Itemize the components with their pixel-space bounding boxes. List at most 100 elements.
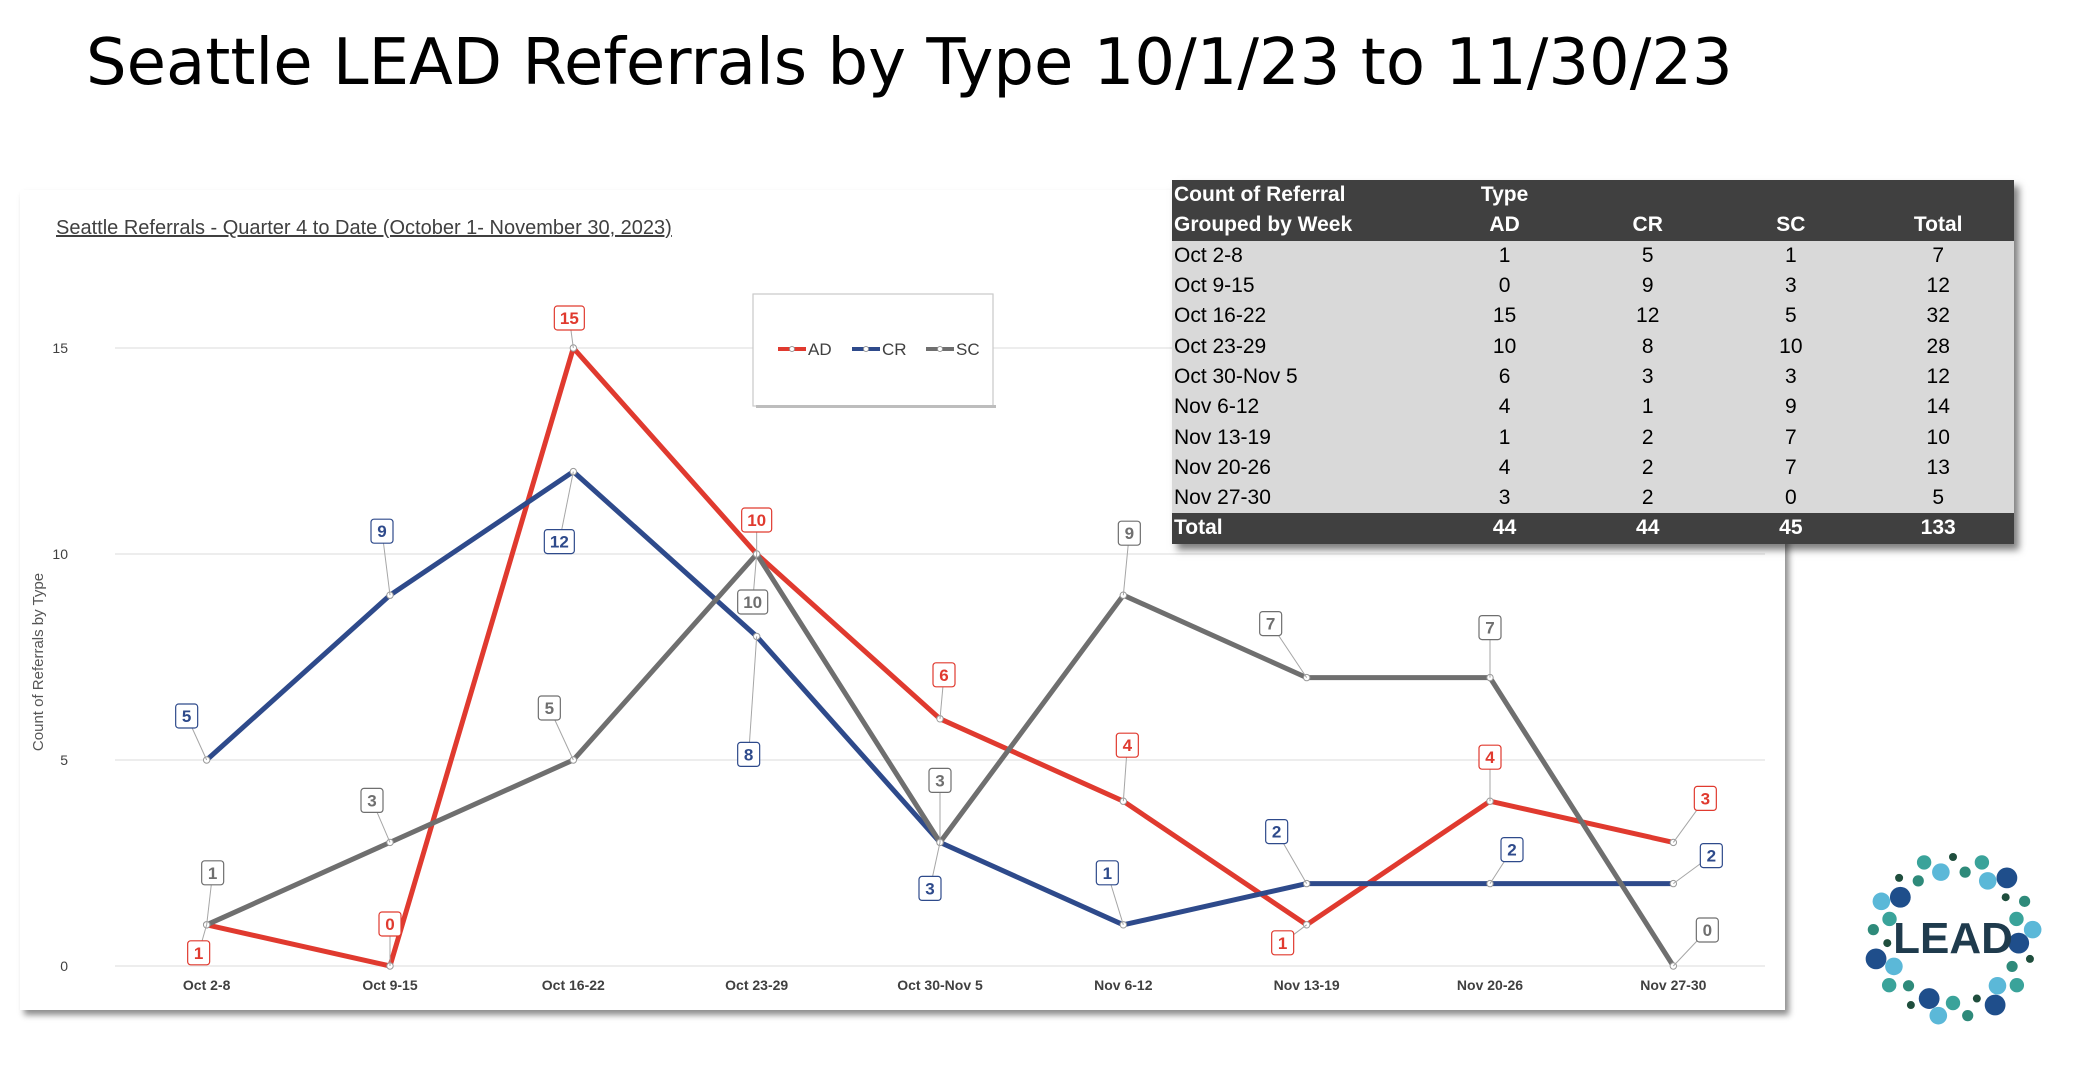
table-row: Nov 6-12 4 1 9 14 [1172, 392, 2014, 422]
logo-dot [1949, 853, 1957, 861]
logo-dot [1974, 855, 1990, 870]
logo-dot [1945, 995, 1961, 1011]
table-cell: 8 [1641, 334, 1654, 358]
table-cell: Oct 16-22 [1174, 304, 1267, 328]
data-label-box [201, 860, 225, 886]
logo-dot [1916, 855, 1932, 870]
logo-dot [2009, 978, 2025, 993]
data-label: 5 [545, 699, 554, 718]
logo-dot [1988, 976, 2007, 995]
data-label: 2 [1707, 847, 1716, 866]
data-label-box [1115, 732, 1139, 758]
table-row: Nov 13-19 1 2 7 10 [1172, 422, 2014, 452]
x-tick-label: Oct 30-Nov 5 [897, 977, 983, 993]
table-row: Oct 23-29 10 8 10 28 [1172, 331, 2014, 361]
table-cell: 10 [1926, 425, 1950, 449]
legend-label-cr: CR [882, 340, 907, 359]
x-tick-label: Nov 6-12 [1094, 977, 1153, 993]
y-tick-label: 0 [60, 958, 68, 974]
data-point [1302, 879, 1311, 888]
table-cell: Nov 13-19 [1174, 425, 1271, 449]
data-label-box [741, 507, 773, 533]
table-cell: 3 [1785, 364, 1797, 388]
table-cell: 5 [1785, 304, 1797, 328]
logo-dot [1932, 863, 1950, 881]
legend-marker [863, 346, 869, 352]
summary-table-panel: Count of Referral Type Grouped by Week AD CR… [1172, 180, 2014, 544]
data-label-box [1265, 818, 1289, 845]
data-label-box [187, 940, 211, 966]
logo-dot [1962, 1010, 1974, 1022]
table-cell [1862, 180, 2014, 211]
data-label: 0 [385, 915, 394, 934]
table-cell: 7 [1932, 243, 1945, 267]
logo-dot [2009, 911, 2024, 927]
logo-dot [1881, 978, 1897, 993]
data-label: 5 [182, 707, 191, 726]
logo-dot [1902, 980, 1915, 992]
table-cell: 4 [1498, 395, 1511, 419]
table-cell: 6 [1498, 364, 1511, 388]
table-cell: 44 [1576, 513, 1720, 544]
table-cell: Type [1433, 180, 1577, 211]
table-cell: 15 [1492, 304, 1517, 328]
data-label-box [737, 741, 761, 768]
table-cell: 3 [1641, 364, 1654, 388]
table-cell: Nov 6-12 [1174, 395, 1260, 419]
legend-shadow [756, 405, 996, 408]
table-cell: 5 [1641, 243, 1654, 267]
table-cell: Nov 27-30 [1174, 486, 1271, 510]
data-label: 1 [208, 864, 217, 883]
data-label-box [1478, 744, 1502, 770]
table-cell: 14 [1926, 395, 1950, 419]
table-cell: 9 [1641, 274, 1654, 298]
logo-dot [1906, 1001, 1915, 1010]
table-cell: 2 [1641, 425, 1654, 449]
table-row: Nov 20-26 4 2 7 13 [1172, 453, 2014, 483]
table-cell: 2 [1641, 486, 1654, 510]
table-cell: 28 [1926, 334, 1950, 358]
logo-dot [1959, 866, 1971, 878]
data-label-box [1695, 917, 1719, 943]
table-cell: 13 [1926, 455, 1950, 479]
table-cell: 1 [1785, 243, 1797, 267]
data-label-leader [748, 636, 758, 755]
data-label-box [918, 875, 942, 902]
data-label-box [378, 911, 402, 937]
data-label: 8 [744, 745, 753, 764]
table-cell: 12 [1926, 364, 1950, 388]
x-tick-label: Oct 2-8 [183, 977, 231, 993]
data-label-box [537, 695, 561, 721]
data-label: 9 [377, 522, 386, 541]
data-label: 10 [747, 511, 766, 530]
logo-dot [1885, 957, 1903, 976]
logo-dot [1929, 1006, 1948, 1025]
data-label: 1 [194, 944, 203, 963]
legend-label-sc: SC [956, 340, 980, 359]
data-label-box [932, 662, 956, 688]
data-label-box [360, 787, 384, 814]
table-cell: Oct 9-15 [1174, 274, 1255, 298]
data-label-box [1500, 836, 1524, 863]
table-cell [1719, 180, 1863, 211]
data-label-box [1693, 785, 1717, 812]
data-label: 15 [560, 309, 579, 328]
data-label: 12 [550, 533, 569, 552]
legend-label-ad: AD [808, 340, 832, 359]
x-tick-label: Nov 13-19 [1274, 977, 1340, 993]
table-header-row: Grouped by Week AD CR SC Total [1172, 210, 2014, 241]
data-label-box [737, 589, 769, 615]
logo-dot [1889, 886, 1911, 908]
table-cell: 5 [1932, 486, 1945, 510]
table-cell: SC [1719, 210, 1863, 241]
data-label: 3 [1701, 789, 1710, 808]
data-label: 1 [1278, 934, 1287, 953]
logo-dot [1865, 948, 1887, 970]
data-label-box [543, 529, 575, 555]
y-tick-label: 10 [52, 546, 68, 562]
x-tick-label: Nov 27-30 [1640, 977, 1706, 993]
table-cell: 10 [1779, 334, 1803, 358]
table-row: Nov 27-30 3 2 0 5 [1172, 483, 2014, 513]
logo-dot [1972, 994, 1981, 1003]
table-cell: 1 [1498, 425, 1511, 449]
